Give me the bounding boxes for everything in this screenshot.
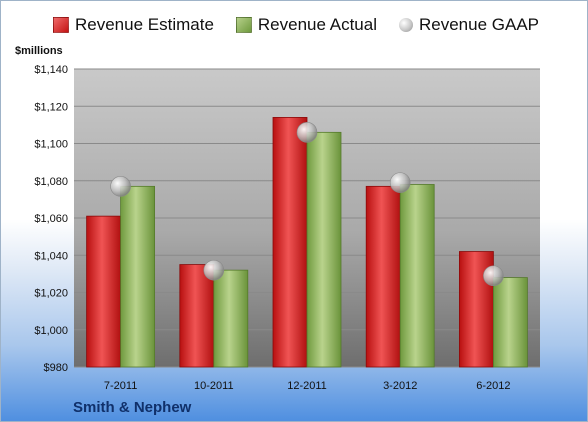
actual-bar: [213, 269, 249, 368]
legend-item-revenue-actual: Revenue Actual: [235, 15, 377, 35]
x-tick-label: 10-2011: [194, 380, 234, 392]
actual-bar: [120, 185, 155, 368]
estimate-bar: [272, 117, 308, 368]
legend-item-revenue-gaap: Revenue GAAP: [399, 15, 539, 35]
company-name: Smith & Nephew: [73, 399, 192, 416]
y-axis-units: $millions: [15, 45, 63, 57]
gaap-marker: [296, 122, 318, 143]
x-tick-labels: 7-2011 10-2011 12-2011 3-2012 6-2012: [104, 380, 511, 392]
x-tick-label: 7-2011: [104, 380, 137, 392]
actual-bar: [492, 277, 528, 368]
actual-bar: [306, 131, 342, 368]
y-tick-label: $1,040: [34, 250, 68, 262]
x-tick-label: 6-2012: [476, 380, 510, 392]
gaap-markers: [110, 122, 504, 287]
estimate-bar: [86, 215, 121, 368]
legend-label-gaap: Revenue GAAP: [419, 15, 540, 34]
bars: [86, 117, 528, 368]
legend-swatch-gaap: [399, 18, 413, 32]
y-tick-label: $980: [44, 362, 68, 374]
legend-item-revenue-estimate: Revenue Estimate: [53, 15, 214, 35]
gaap-marker: [110, 176, 131, 197]
legend-swatch-estimate: [53, 17, 69, 33]
legend-label-estimate: Revenue Estimate: [75, 15, 214, 34]
y-tick-label: $1,080: [34, 176, 68, 188]
gaap-marker: [203, 259, 225, 281]
legend-swatch-actual: [235, 17, 252, 33]
y-tick-label: $1,060: [34, 213, 68, 225]
gaap-marker: [389, 172, 411, 193]
y-tick-label: $1,120: [34, 101, 68, 113]
legend-label-actual: Revenue Actual: [257, 15, 377, 34]
x-tick-label: 3-2012: [383, 380, 417, 392]
gaap-marker: [483, 265, 504, 287]
estimate-bar: [179, 264, 215, 368]
estimate-bar: [365, 185, 401, 368]
legend: Revenue Estimate Revenue Actual Revenue …: [53, 15, 539, 35]
y-tick-label: $1,100: [34, 139, 68, 151]
y-tick-label: $1,000: [34, 325, 68, 337]
y-tick-label: $1,140: [34, 64, 68, 76]
actual-bar: [399, 184, 435, 368]
y-tick-label: $1,020: [34, 288, 68, 300]
x-tick-label: 12-2011: [287, 380, 327, 392]
y-tick-labels: $980 $1,000 $1,020 $1,040 $1,060 $1,080 $1,100…: [34, 64, 68, 374]
